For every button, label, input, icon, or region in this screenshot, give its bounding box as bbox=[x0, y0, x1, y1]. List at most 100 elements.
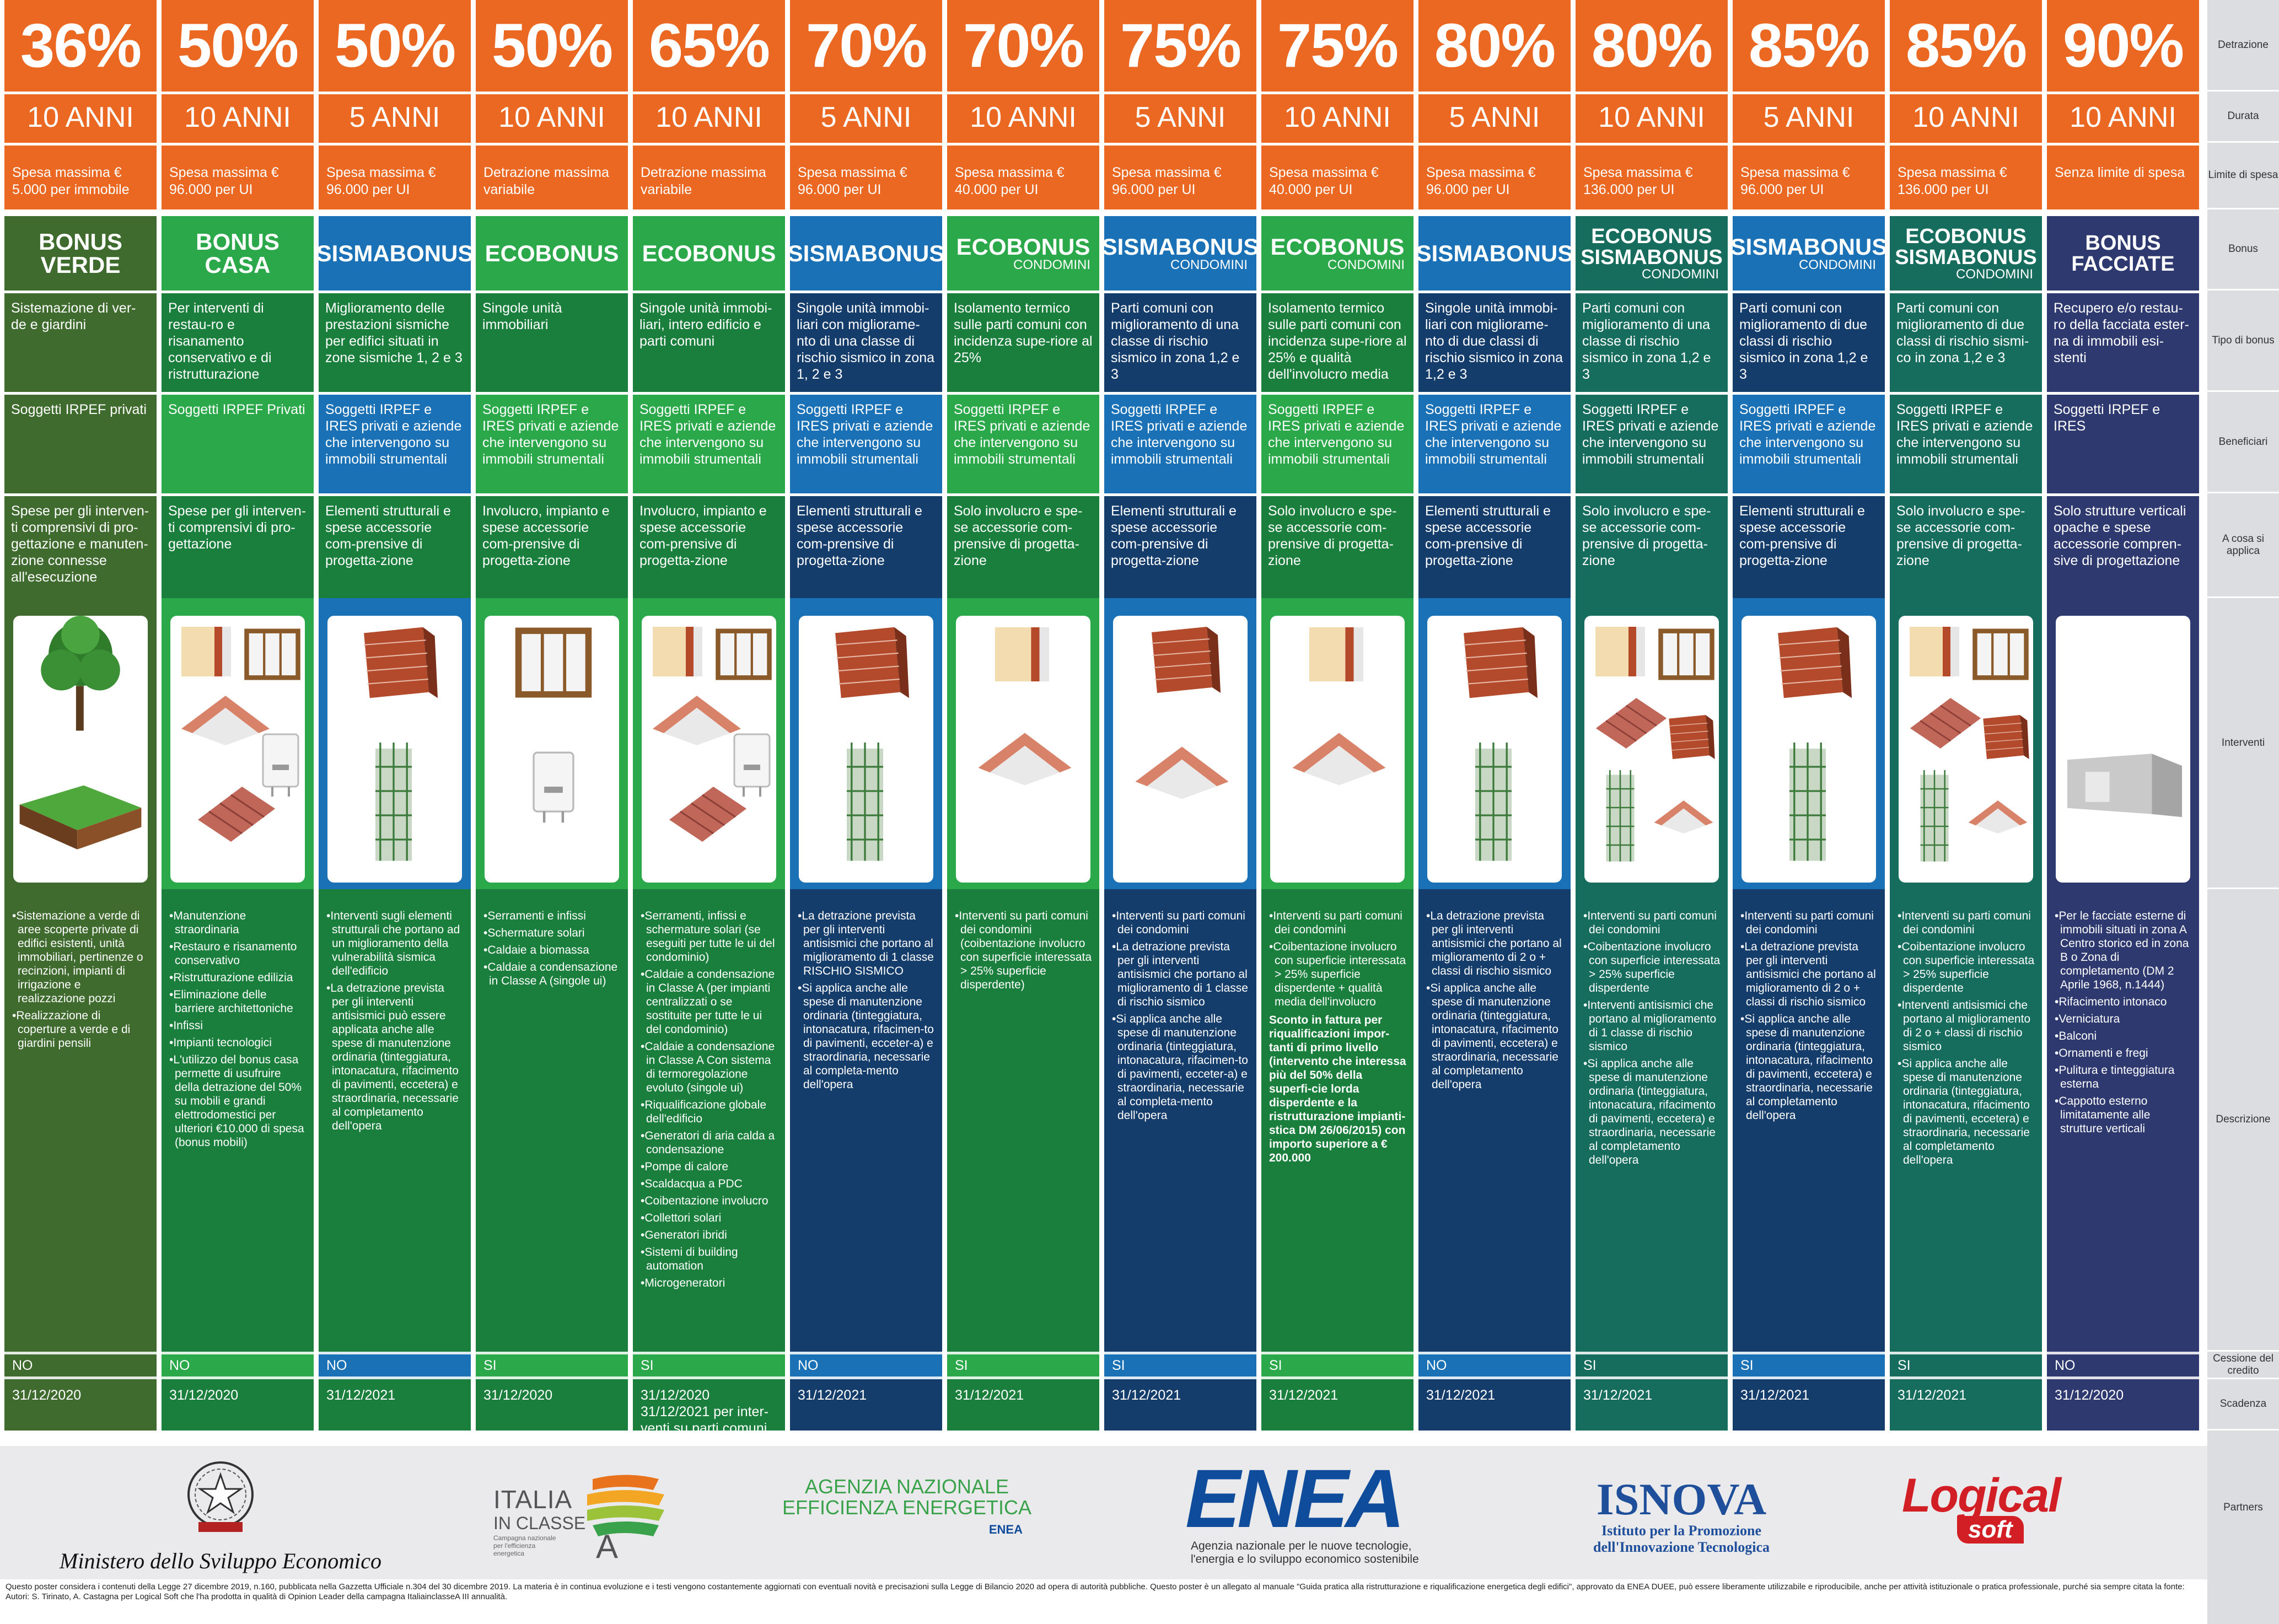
bonus-name: BONUS CASA bbox=[162, 209, 314, 291]
credit-transfer: NO bbox=[162, 1352, 314, 1379]
insulation-icon bbox=[176, 621, 237, 682]
interventions-box bbox=[1899, 616, 2033, 883]
expiry-date: 31/12/2020 bbox=[476, 1379, 628, 1431]
interventions-box bbox=[2056, 616, 2190, 883]
expiry-date: 31/12/2020 31/12/2021 per inter-venti su… bbox=[633, 1379, 785, 1431]
boiler-icon bbox=[529, 743, 578, 831]
description-item: •La detrazione prevista per gli interven… bbox=[326, 982, 459, 1132]
bonus-name-line: SISMABONUS bbox=[1104, 233, 1256, 260]
applies-to: Solo involucro e spe-se accessorie com-p… bbox=[1261, 493, 1413, 598]
bonus-name-line: BONUS VERDE bbox=[39, 228, 122, 278]
deduction-percent: 75% bbox=[1104, 0, 1256, 92]
interventions-box bbox=[799, 616, 933, 883]
applies-to: Solo involucro e spe-se accessorie com-p… bbox=[1576, 493, 1728, 598]
brick-wall-icon bbox=[821, 621, 915, 704]
credit-transfer: NO bbox=[1418, 1352, 1571, 1379]
duration: 5 ANNI bbox=[1733, 92, 1885, 143]
bonus-type: Recupero e/o restau-ro della facciata es… bbox=[2047, 291, 2199, 392]
interventions-images bbox=[790, 598, 942, 889]
description: •La detrazione prevista per gli interven… bbox=[1418, 889, 1571, 1352]
duration: 10 ANNI bbox=[4, 92, 157, 143]
interventions-images bbox=[2047, 598, 2199, 889]
brick-wall-icon bbox=[1449, 621, 1543, 704]
credit-transfer: NO bbox=[2047, 1352, 2199, 1379]
beneficiaries: Soggetti IRPEF e IRES privati e aziende … bbox=[1576, 392, 1728, 493]
bonus-column: 85% 5 ANNI Spesa massima € 96.000 per UI SI… bbox=[1733, 0, 1885, 1431]
description-item: •Manutenzione straordinaria bbox=[169, 910, 246, 936]
enea-wordmark: ENEA bbox=[1185, 1452, 1405, 1545]
interventions-box bbox=[956, 616, 1090, 883]
bonus-name-line: ECOBONUS bbox=[1591, 224, 1712, 248]
roof-tiles-icon bbox=[192, 781, 281, 847]
spending-limit: Spesa massima € 40.000 per UI bbox=[1261, 143, 1413, 209]
bonus-column: 85% 10 ANNI Spesa massima € 136.000 per UI… bbox=[1890, 0, 2042, 1431]
deduction-percent: 80% bbox=[1418, 0, 1571, 92]
description-item: •Rifacimento intonaco bbox=[2055, 996, 2167, 1008]
applies-to: Solo involucro e spe-se accessorie com-p… bbox=[947, 493, 1099, 598]
interventions-box bbox=[13, 616, 148, 883]
description-item: •Si applica anche alle spese di manutenz… bbox=[1898, 1057, 2030, 1166]
row-label-bonus: Bonus bbox=[2207, 209, 2279, 291]
credit-transfer: SI bbox=[947, 1352, 1099, 1379]
row-label-interventi: Interventi bbox=[2207, 598, 2279, 889]
isnova-sub1: Istituto per la Promozione bbox=[1601, 1523, 1762, 1539]
brick-wall-icon bbox=[350, 621, 443, 704]
description-item: •L'utilizzo del bonus casa permette di u… bbox=[169, 1053, 304, 1149]
duration: 10 ANNI bbox=[1261, 92, 1413, 143]
description-item: •Serramenti, infissi e schermature solar… bbox=[641, 910, 775, 964]
description-item: •Sistemi di building automation bbox=[641, 1246, 738, 1272]
description-item: •La detrazione prevista per gli interven… bbox=[1740, 940, 1876, 1008]
description: •Per le facciate esterne di immobili sit… bbox=[2047, 889, 2199, 1352]
description: •Serramenti e infissi •Schermature solari… bbox=[476, 889, 628, 1352]
credit-transfer: NO bbox=[319, 1352, 471, 1379]
description: •Interventi su parti comuni dei condomin… bbox=[1261, 889, 1413, 1352]
beneficiaries: Soggetti IRPEF e IRES privati e aziende … bbox=[1104, 392, 1256, 493]
enea-sub2: l'energia e lo sviluppo economico sosten… bbox=[1191, 1553, 1419, 1566]
bonus-type: Singole unità immobi-liari, intero edifi… bbox=[633, 291, 785, 392]
description: •Sistemazione a verde di aree scoperte p… bbox=[4, 889, 157, 1352]
credit-transfer: SI bbox=[1576, 1352, 1728, 1379]
credit-transfer: NO bbox=[790, 1352, 942, 1379]
isnova-sub2: dell'Innovazione Tecnologica bbox=[1593, 1539, 1770, 1555]
row-label-partners: Partners bbox=[2223, 1502, 2263, 1513]
bonus-column: 50% 10 ANNI Detrazione massima variabile EC… bbox=[476, 0, 628, 1431]
enea-sub1: Agenzia nazionale per le nuove tecnologi… bbox=[1191, 1540, 1412, 1552]
window-icon bbox=[242, 621, 303, 687]
description-item: •Interventi su parti comuni dei condomin… bbox=[1740, 910, 1874, 936]
interventions-box bbox=[642, 616, 776, 883]
spending-limit: Spesa massima € 96.000 per UI bbox=[1418, 143, 1571, 209]
window-icon bbox=[1656, 621, 1717, 687]
description-item: •Interventi antisismici che portano al m… bbox=[1583, 999, 1717, 1053]
deduction-percent: 70% bbox=[790, 0, 942, 92]
spending-limit: Spesa massima € 96.000 per UI bbox=[1104, 143, 1256, 209]
interventions-images bbox=[1104, 598, 1256, 889]
deduction-percent: 50% bbox=[319, 0, 471, 92]
boiler-icon bbox=[259, 732, 303, 798]
italia-line2: IN CLASSE bbox=[493, 1513, 586, 1533]
roof-icon bbox=[647, 690, 746, 751]
beneficiaries: Soggetti IRPEF e IRES privati e aziende … bbox=[1733, 392, 1885, 493]
expiry-date: 31/12/2020 bbox=[4, 1379, 157, 1431]
beneficiaries: Soggetti IRPEF e IRES privati e aziende … bbox=[319, 392, 471, 493]
row-label-descrizione: Descrizione bbox=[2207, 889, 2279, 1352]
bonus-name-line: SISMABONUS bbox=[1895, 245, 2037, 269]
description-item: •Balconi bbox=[2055, 1030, 2097, 1042]
interventions-box bbox=[327, 616, 462, 883]
description-item: •Si applica anche alle spese di manutenz… bbox=[1740, 1013, 1873, 1122]
interventions-images bbox=[1890, 598, 2042, 889]
bonus-column: 80% 10 ANNI Spesa massima € 136.000 per UI… bbox=[1576, 0, 1728, 1431]
description: •La detrazione prevista per gli interven… bbox=[790, 889, 942, 1352]
rebar-icon bbox=[1775, 743, 1841, 864]
bonus-type: Singole unità immobi-liari con miglioram… bbox=[790, 291, 942, 392]
deduction-percent: 75% bbox=[1261, 0, 1413, 92]
description-item: •Sistemazione a verde di aree scoperte p… bbox=[12, 910, 143, 1005]
duration: 10 ANNI bbox=[162, 92, 314, 143]
expiry-date: 31/12/2020 bbox=[162, 1379, 314, 1431]
bonus-name: ECOBONUS SISMABONUS CONDOMINI bbox=[1576, 209, 1728, 291]
description-item: •Caldaie a condensazione in Classe A (pe… bbox=[641, 968, 775, 1036]
spending-limit: Spesa massima € 136.000 per UI bbox=[1576, 143, 1728, 209]
description-item: •Si applica anche alle spese di manutenz… bbox=[1426, 982, 1558, 1091]
interventions-box bbox=[485, 616, 619, 883]
expiry-date: 31/12/2021 bbox=[1890, 1379, 2042, 1431]
bonus-type: Parti comuni con miglioramento di due cl… bbox=[1890, 291, 2042, 392]
